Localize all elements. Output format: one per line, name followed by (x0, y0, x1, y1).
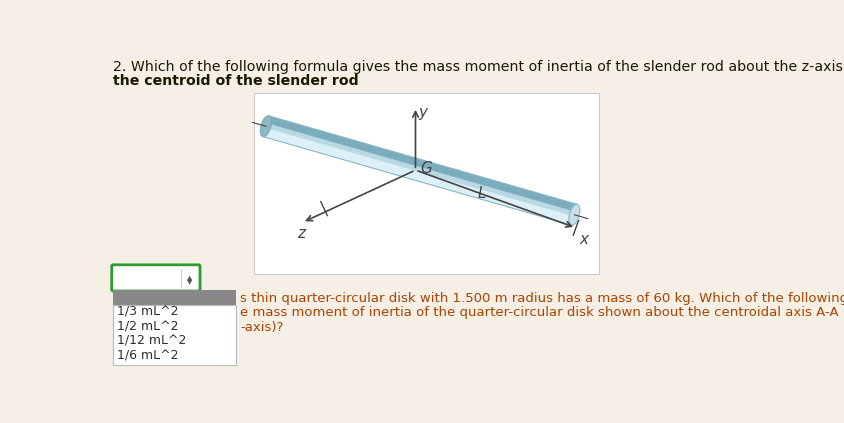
Text: 1/12 mL^2: 1/12 mL^2 (117, 335, 187, 348)
Text: s thin quarter-circular disk with 1.500 m radius has a mass of 60 kg. Which of t: s thin quarter-circular disk with 1.500 … (241, 292, 844, 305)
Bar (113, 290, 235, 305)
Text: y: y (419, 105, 428, 121)
Polygon shape (267, 116, 577, 212)
Ellipse shape (569, 204, 580, 225)
Text: the centroid of the slender rod: the centroid of the slender rod (113, 74, 359, 88)
Text: 1/6 mL^2: 1/6 mL^2 (117, 349, 179, 363)
Ellipse shape (260, 116, 272, 137)
Text: e mass moment of inertia of the quarter-circular disk shown about the centroidal: e mass moment of inertia of the quarter-… (241, 306, 844, 319)
Text: 1/2 mL^2: 1/2 mL^2 (117, 320, 179, 333)
Polygon shape (263, 116, 577, 225)
Text: x: x (579, 232, 588, 247)
Text: ▲: ▲ (187, 275, 192, 281)
Text: -axis)?: -axis)? (241, 321, 284, 334)
Bar (254, 93, 599, 274)
Text: L: L (478, 186, 486, 201)
Bar (113, 305, 235, 365)
FancyBboxPatch shape (111, 265, 200, 291)
Text: z: z (297, 226, 305, 241)
Text: ▼: ▼ (187, 280, 192, 286)
Text: 2. Which of the following formula gives the mass moment of inertia of the slende: 2. Which of the following formula gives … (113, 60, 844, 74)
Text: 1/3 mL^2: 1/3 mL^2 (117, 306, 179, 319)
Text: G: G (420, 161, 432, 176)
Polygon shape (263, 128, 574, 225)
